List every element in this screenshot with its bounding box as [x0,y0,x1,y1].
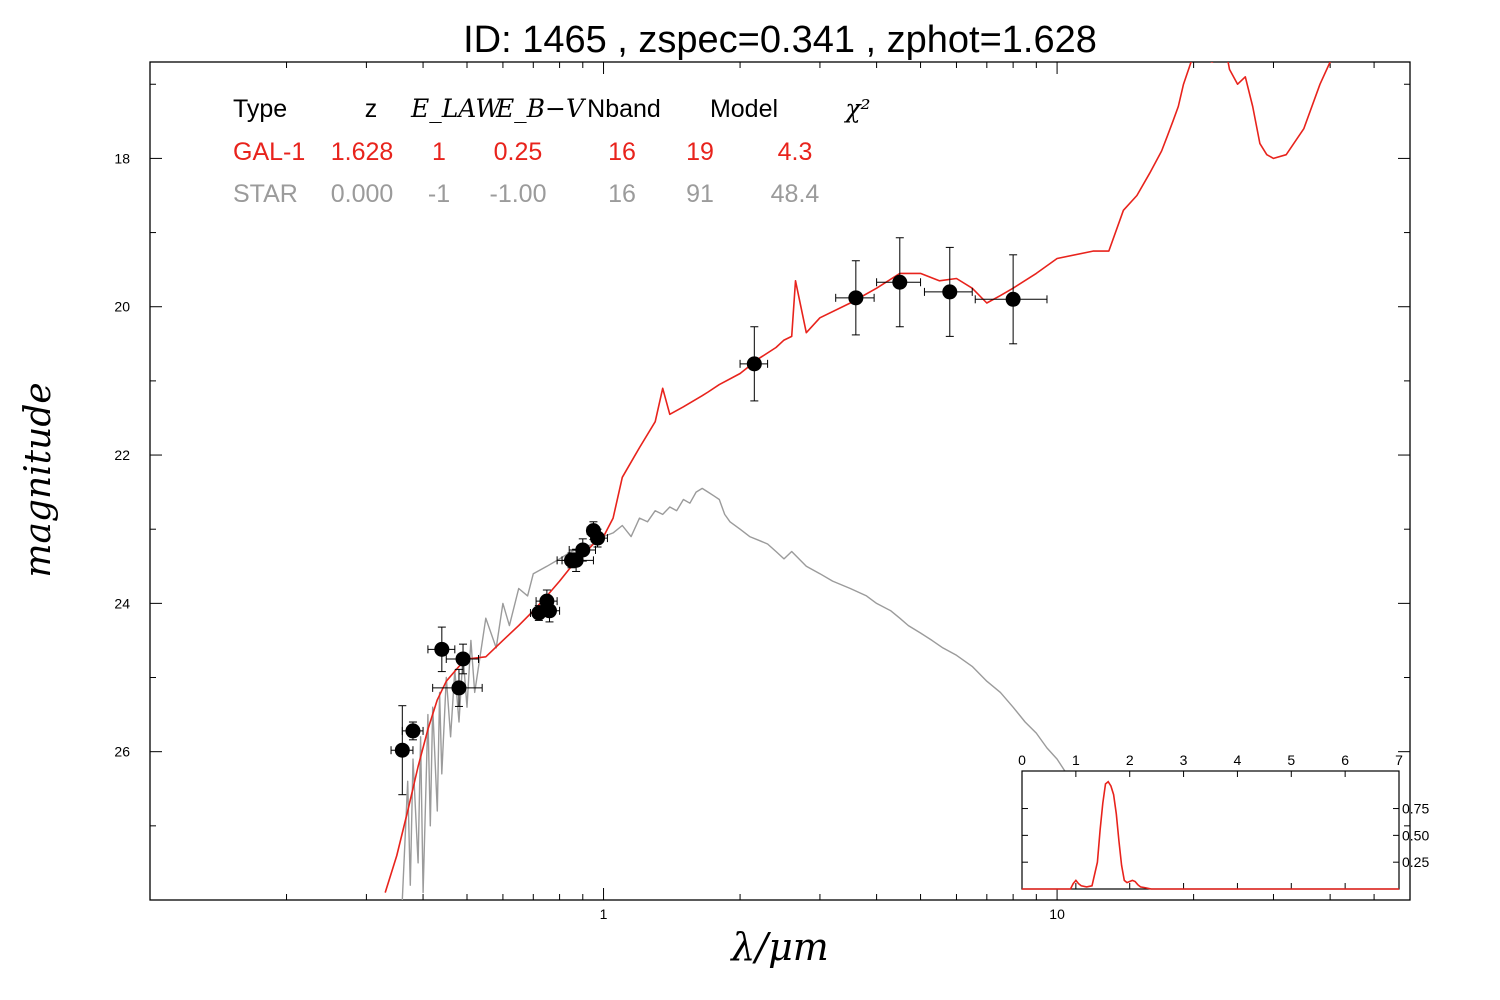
star-series-layer [401,487,1077,900]
photometry-point [390,705,414,796]
data-point-marker [590,530,606,546]
x-axis-label: λ/μm [729,925,829,969]
star-row-cell: 48.4 [771,180,820,208]
photometry-point [538,599,561,623]
data-point-marker [455,651,471,667]
inset-x-tick-label: 7 [1395,752,1403,768]
table-header-cell: Model [710,95,778,123]
galaxy-row-cell: 16 [608,138,636,166]
photometry-point [427,626,456,673]
table-header-cell: E_LAW [410,94,503,123]
inset-y-tick-label: 0.75 [1402,801,1429,817]
x-tick-label: 10 [1049,906,1065,922]
star-row-cell: 91 [686,180,714,208]
pz-inset: 0 1 2 3 4 5 6 7 0.25 0.50 0.75 [1018,752,1429,890]
photometry-point [923,246,973,337]
star-row-cell: -1 [428,180,450,208]
photometry-point [835,260,875,336]
galaxy-row-cell: 1.628 [331,138,394,166]
inset-frame [1021,770,1400,890]
y-tick-label: 20 [114,299,130,315]
data-point-marker [405,723,421,739]
data-point-marker [1005,291,1021,307]
data-point-marker [434,641,450,657]
galaxy-row-cell: 1 [432,138,446,166]
y-tick-label: 24 [114,595,130,611]
data-point-marker [541,603,557,619]
star-model-spectrum [401,487,1077,900]
photometry-point [590,528,608,548]
pz-curve [1022,780,1399,890]
inset-y-tick-label: 0.25 [1402,854,1429,870]
x-tick-label: 1 [600,906,608,922]
inset-x-tick-label: 3 [1180,752,1188,768]
inset-y-tick-label: 0.50 [1402,827,1429,843]
inset-x-tick-label: 1 [1072,752,1080,768]
inset-x-tick-label: 4 [1234,752,1242,768]
inset-x-tick-label: 6 [1341,752,1349,768]
data-point-marker [394,742,410,758]
data-point-marker [746,356,762,372]
photometry-point [974,254,1048,345]
inset-x-tick-label: 5 [1287,752,1295,768]
table-header-cell: E_B−V [495,94,587,123]
photometry-point [445,643,479,675]
photometry-point [568,538,596,562]
galaxy-row-cell: 0.25 [494,138,543,166]
galaxy-row-cell: GAL-1 [233,138,305,166]
y-axis-label: magnitude [18,382,59,577]
data-point-marker [848,290,864,306]
photometry-point [876,237,922,328]
y-tick-label: 26 [114,744,130,760]
chart-title: ID: 1465 , zspec=0.341 , zphot=1.628 [463,19,1097,61]
table-header-cell: Nband [587,95,661,123]
photometry-point [401,721,424,741]
table-header-cell: Type [233,95,287,123]
data-point-marker [942,284,958,300]
star-row-cell: -1.00 [490,180,547,208]
table-header-cell: z [365,95,378,123]
x-ticks: 1 10 [149,62,1411,922]
inset-x-tick-label: 2 [1126,752,1134,768]
galaxy-row-cell: 4.3 [778,138,813,166]
data-point-marker [892,274,908,290]
data-point-marker [451,680,467,696]
plot-frame [149,61,1411,901]
photometry-point [432,668,483,707]
table-header-cell: χ² [843,94,870,123]
data-point-marker [575,542,591,558]
star-row-cell: 16 [608,180,636,208]
photometry-point [739,326,769,402]
photometry-point [556,548,594,572]
star-row-cell: 0.000 [331,180,394,208]
y-tick-label: 22 [114,447,130,463]
y-tick-label: 18 [114,150,130,166]
star-row-cell: STAR [233,180,298,208]
galaxy-row-cell: 19 [686,138,714,166]
observations-layer [390,237,1048,796]
inset-x-tick-label: 0 [1018,752,1026,768]
